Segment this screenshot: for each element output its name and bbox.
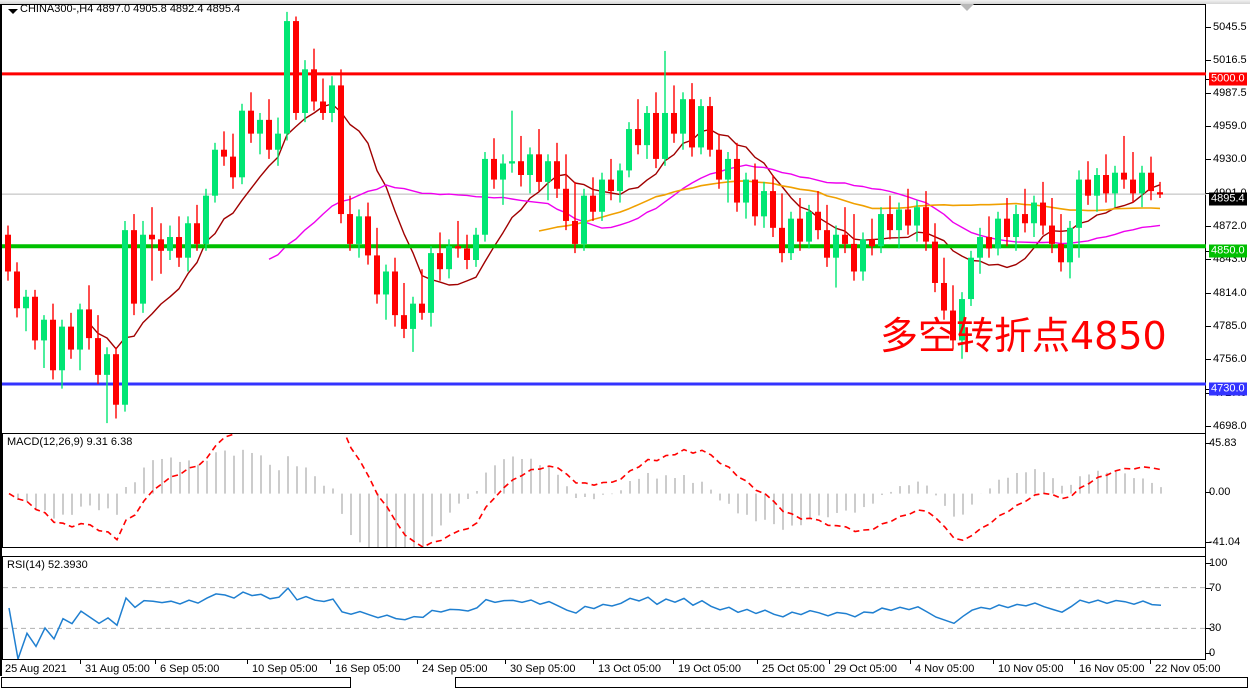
price-tick-label: 4959.0 bbox=[1213, 120, 1247, 132]
price-tick bbox=[1206, 126, 1211, 127]
price-tick-label: 4785.0 bbox=[1213, 319, 1247, 332]
chevron-down-icon[interactable] bbox=[8, 9, 18, 14]
chart-frame-top bbox=[0, 4, 1206, 5]
price-tick-label: 4698.0 bbox=[1213, 419, 1247, 432]
price-tick-label: 4814.0 bbox=[1213, 286, 1247, 299]
bottom-window-right[interactable] bbox=[455, 677, 1248, 688]
rsi-axis-label-70: 70 bbox=[1209, 582, 1222, 594]
time-axis-label: 19 Oct 05:00 bbox=[678, 663, 741, 675]
price-tick-label: 5045.5 bbox=[1213, 20, 1247, 33]
chart-annotation: 多空转折点4850 bbox=[880, 314, 1167, 358]
chart-frame-right bbox=[1205, 4, 1206, 660]
price-tick bbox=[1206, 425, 1211, 427]
macd-pane bbox=[2, 433, 1206, 548]
rsi-chart-canvas[interactable] bbox=[3, 557, 1205, 659]
time-axis-label: 25 Oct 05:00 bbox=[762, 663, 825, 675]
price-tag-pivot[interactable]: 4850.0 bbox=[1209, 244, 1247, 258]
price-tick bbox=[1206, 359, 1211, 361]
time-axis-tick bbox=[330, 660, 331, 664]
rsi-axis-label-30: 30 bbox=[1209, 622, 1222, 634]
bottom-window-left[interactable] bbox=[1, 677, 351, 688]
time-axis-label: 29 Oct 05:00 bbox=[834, 663, 897, 675]
macd-axis-label-max: 45.83 bbox=[1209, 437, 1237, 449]
time-axis-tick bbox=[593, 660, 594, 664]
price-tick bbox=[1206, 389, 1211, 391]
time-axis-label: 22 Nov 05:00 bbox=[1155, 663, 1221, 675]
price-tick bbox=[1206, 159, 1211, 161]
price-tick-label: 4930.0 bbox=[1213, 153, 1247, 166]
bottom-bar bbox=[0, 676, 1250, 689]
time-axis-label: 31 Aug 05:00 bbox=[85, 663, 150, 675]
pane-title-symbol: CHINA300-,H4 4897.0 4905.8 4892.4 4895.4 bbox=[20, 3, 241, 15]
price-tick bbox=[1206, 251, 1211, 253]
indicator-tick bbox=[1206, 563, 1211, 564]
price-tick bbox=[1206, 325, 1211, 327]
time-axis-tick bbox=[417, 660, 418, 664]
indicator-tick bbox=[1206, 492, 1211, 493]
indicator-tick bbox=[1206, 588, 1211, 589]
price-tick-label: 5016.5 bbox=[1213, 53, 1247, 66]
time-axis-tick bbox=[1150, 660, 1151, 664]
macd-pane-title: MACD(12,26,9) 9.31 6.38 bbox=[7, 436, 133, 448]
indicator-tick bbox=[1206, 653, 1211, 654]
price-tick bbox=[1206, 192, 1211, 194]
price-tick-label: 4872.0 bbox=[1213, 219, 1247, 232]
time-axis-label: 16 Nov 05:00 bbox=[1079, 663, 1145, 675]
time-axis-tick bbox=[247, 660, 248, 664]
price-tick bbox=[1206, 26, 1211, 28]
time-axis-tick bbox=[673, 660, 674, 664]
time-axis-tick bbox=[505, 660, 506, 664]
price-tag-resistance[interactable]: 5000.0 bbox=[1209, 72, 1247, 86]
rsi-axis-label-0: 0 bbox=[1209, 647, 1216, 659]
time-axis-tick bbox=[80, 660, 81, 664]
time-axis-label: 13 Oct 05:00 bbox=[598, 663, 661, 675]
price-scale[interactable]: 5045.55016.55000.04987.54959.04930.04901… bbox=[1206, 4, 1250, 660]
rsi-axis-label-100: 100 bbox=[1209, 557, 1228, 569]
time-axis-tick bbox=[993, 660, 994, 664]
macd-axis-label-zero: 0.00 bbox=[1209, 486, 1231, 498]
time-axis-label: 30 Sep 05:00 bbox=[510, 663, 576, 675]
indicator-tick bbox=[1206, 443, 1211, 444]
time-axis-label: 25 Aug 2021 bbox=[5, 663, 67, 675]
price-chart-canvas[interactable] bbox=[2, 5, 1206, 430]
time-axis[interactable]: 25 Aug 2021 31 Aug 05:00 6 Sep 05:00 10 Sep… bbox=[2, 660, 1220, 676]
rsi-pane bbox=[2, 556, 1206, 660]
time-axis-label: 24 Sep 05:00 bbox=[422, 663, 488, 675]
price-tick bbox=[1206, 78, 1211, 80]
time-axis-label: 16 Sep 05:00 bbox=[335, 663, 401, 675]
price-tick-label: 4987.5 bbox=[1213, 87, 1247, 100]
macd-chart-canvas[interactable] bbox=[3, 434, 1205, 547]
time-axis-label: 6 Sep 05:00 bbox=[160, 663, 220, 675]
price-tick bbox=[1206, 225, 1211, 227]
price-tick bbox=[1206, 59, 1211, 61]
time-axis-label: 10 Nov 05:00 bbox=[998, 663, 1064, 675]
time-axis-tick bbox=[910, 660, 911, 664]
price-tick bbox=[1206, 392, 1211, 394]
time-axis-tick bbox=[155, 660, 156, 664]
indicator-tick bbox=[1206, 628, 1211, 629]
rsi-pane-title: RSI(14) 52.3930 bbox=[7, 559, 88, 571]
time-axis-label: 4 Nov 05:00 bbox=[915, 663, 975, 675]
time-axis-tick bbox=[757, 660, 758, 664]
period-separator-icon bbox=[960, 4, 974, 11]
price-tick bbox=[1206, 93, 1211, 95]
time-axis-tick bbox=[1074, 660, 1075, 664]
price-tick bbox=[1206, 259, 1211, 261]
time-axis-tick bbox=[829, 660, 830, 664]
indicator-tick bbox=[1206, 542, 1211, 543]
time-axis-label: 10 Sep 05:00 bbox=[252, 663, 318, 675]
chart-window bbox=[0, 4, 1249, 676]
price-tag-support[interactable]: 4730.0 bbox=[1209, 382, 1247, 396]
price-tick-label: 4756.0 bbox=[1213, 353, 1247, 366]
price-tag-current[interactable]: 4895.4 bbox=[1209, 192, 1247, 206]
macd-axis-label-min: -41.04 bbox=[1209, 536, 1241, 548]
price-tick bbox=[1206, 292, 1211, 294]
